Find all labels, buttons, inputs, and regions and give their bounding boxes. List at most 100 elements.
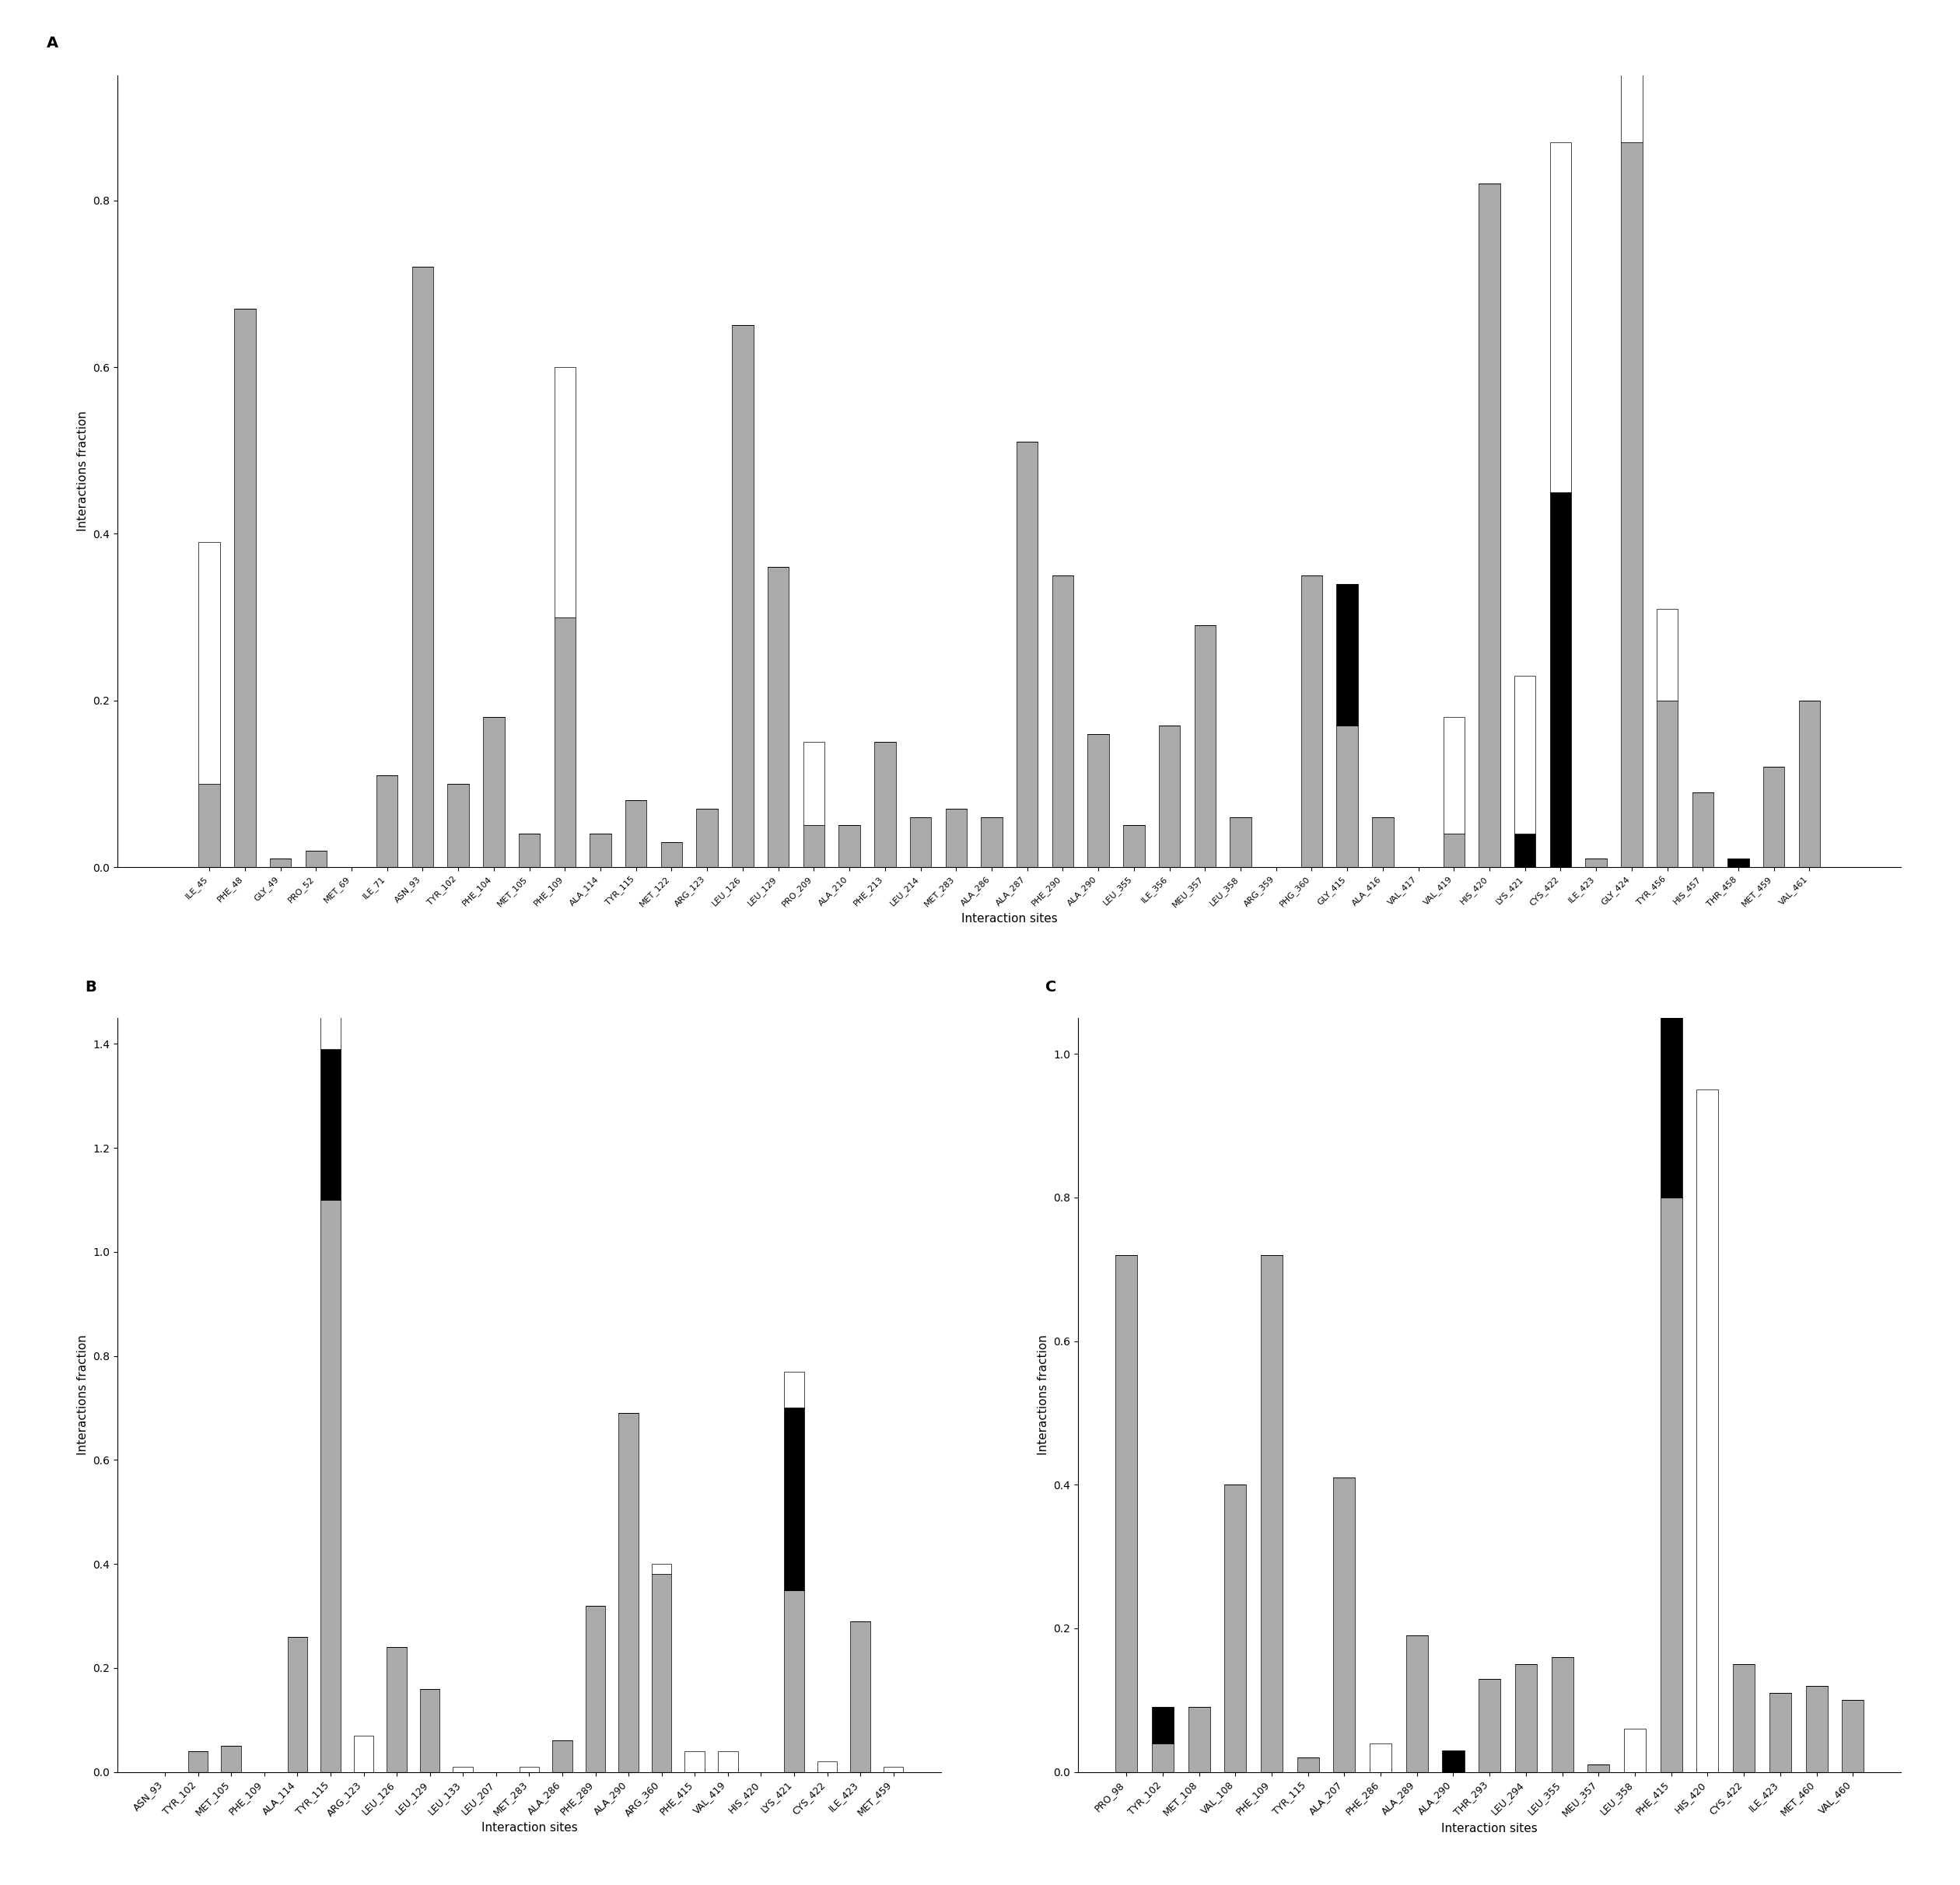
Bar [1405, 1636, 1427, 1772]
Bar [980, 816, 1002, 867]
Bar [235, 309, 255, 867]
Bar [1478, 1678, 1501, 1772]
Bar [1115, 1255, 1137, 1772]
Bar [198, 784, 220, 867]
Bar [353, 1736, 374, 1772]
Bar [412, 268, 433, 867]
Bar [1372, 816, 1394, 867]
Bar [288, 1636, 308, 1772]
Bar [1656, 701, 1678, 867]
Bar [519, 1766, 539, 1772]
Bar [1656, 609, 1678, 701]
Bar [270, 860, 292, 867]
Text: C: C [1045, 980, 1056, 995]
Bar [731, 326, 753, 867]
Bar [784, 1589, 804, 1772]
Bar [684, 1751, 706, 1772]
Bar [553, 1740, 572, 1772]
Bar [321, 1050, 341, 1201]
Bar [1805, 1685, 1827, 1772]
Bar [945, 809, 966, 867]
Bar [661, 843, 682, 867]
Bar [555, 616, 576, 867]
Bar [1660, 1197, 1682, 1772]
Bar [386, 1647, 406, 1772]
Bar [696, 809, 717, 867]
Bar [586, 1606, 606, 1772]
Text: B: B [84, 980, 96, 995]
Bar [874, 743, 896, 867]
Bar [1691, 792, 1713, 867]
Text: A: A [47, 36, 59, 51]
Bar [1770, 1693, 1791, 1772]
Bar [804, 826, 825, 867]
Bar [1123, 826, 1145, 867]
Bar [653, 1574, 672, 1772]
Bar [884, 1766, 904, 1772]
Bar [1152, 1708, 1174, 1744]
Bar [555, 368, 576, 616]
Bar [1443, 716, 1464, 833]
Bar [1625, 1729, 1646, 1772]
Bar [1260, 1255, 1282, 1772]
Bar [447, 784, 468, 867]
Bar [1194, 626, 1215, 867]
Bar [453, 1766, 472, 1772]
Bar [784, 1408, 804, 1589]
Bar [1229, 816, 1250, 867]
X-axis label: Interaction sites: Interaction sites [1441, 1823, 1539, 1834]
X-axis label: Interaction sites: Interaction sites [960, 914, 1058, 926]
Y-axis label: Interactions fraction: Interactions fraction [76, 411, 88, 532]
Bar [188, 1751, 208, 1772]
Bar [1053, 575, 1074, 867]
Bar [1333, 1478, 1354, 1772]
Bar [1443, 1751, 1464, 1772]
Bar [1621, 141, 1642, 867]
Bar [1586, 860, 1607, 867]
Bar [1337, 726, 1358, 867]
Bar [198, 543, 220, 784]
Bar [1799, 701, 1821, 867]
Bar [482, 716, 504, 867]
Bar [653, 1565, 672, 1574]
Bar [768, 567, 790, 867]
Bar [1158, 726, 1180, 867]
Bar [1515, 1664, 1537, 1772]
Bar [625, 801, 647, 867]
Bar [321, 920, 341, 1050]
Y-axis label: Interactions fraction: Interactions fraction [1037, 1335, 1049, 1455]
Bar [784, 1372, 804, 1408]
Bar [1515, 675, 1537, 833]
Bar [1337, 584, 1358, 726]
Bar [804, 743, 825, 826]
Bar [717, 1751, 737, 1772]
Bar [1660, 622, 1682, 1197]
Bar [1301, 575, 1323, 867]
Bar [1017, 443, 1039, 867]
Bar [1697, 1090, 1719, 1772]
Bar [1515, 833, 1537, 867]
Bar [1727, 860, 1748, 867]
Bar [619, 1414, 639, 1772]
Bar [1764, 767, 1784, 867]
Bar [1621, 0, 1642, 141]
Bar [1478, 183, 1499, 867]
Bar [1443, 833, 1464, 867]
Bar [1550, 492, 1572, 867]
Bar [1088, 733, 1109, 867]
Bar [321, 1201, 341, 1772]
Bar [306, 850, 327, 867]
Bar [376, 775, 398, 867]
Bar [1842, 1700, 1864, 1772]
X-axis label: Interaction sites: Interaction sites [480, 1823, 578, 1834]
Bar [590, 833, 612, 867]
Bar [1550, 141, 1572, 492]
Bar [851, 1621, 870, 1772]
Bar [519, 833, 541, 867]
Bar [839, 826, 860, 867]
Bar [221, 1746, 241, 1772]
Bar [1733, 1664, 1754, 1772]
Bar [419, 1689, 439, 1772]
Bar [1370, 1744, 1392, 1772]
Bar [1552, 1657, 1574, 1772]
